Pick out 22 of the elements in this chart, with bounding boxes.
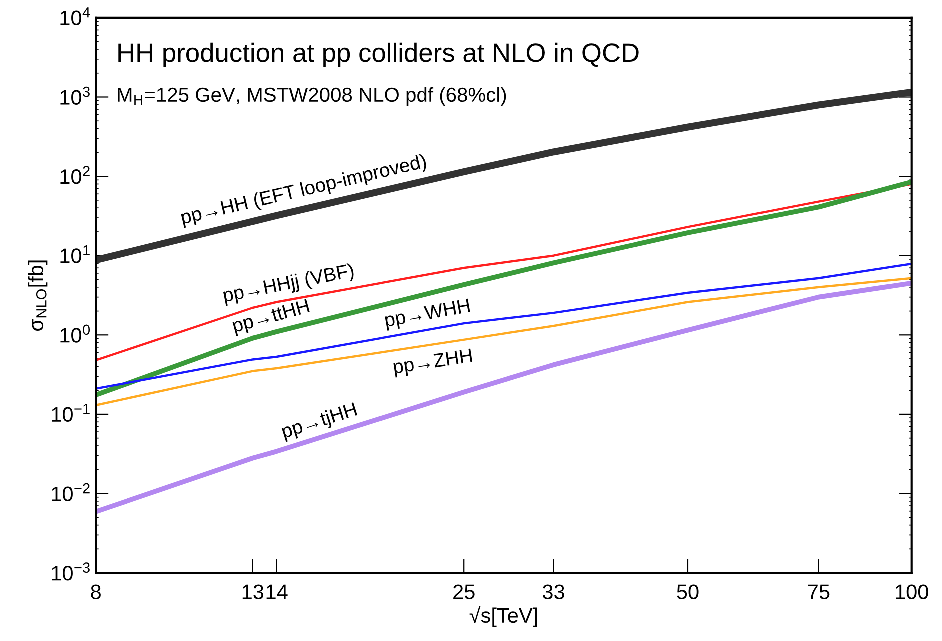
- text: pp→WHH: [384, 298, 471, 331]
- x-tick-label: 100: [896, 584, 928, 600]
- y-tick-label: 10$^{−3}$: [52, 562, 90, 581]
- y-tick-label: 10$^{−1}$: [52, 404, 90, 422]
- x-tick-label: 75: [808, 584, 830, 600]
- y-axis-title: σ$_{NLO}$[fb]: [28, 260, 48, 331]
- x-axis-title: √s[TeV]: [470, 606, 538, 628]
- x-tick-label: 14: [266, 584, 288, 600]
- x-tick-label: 13: [242, 584, 264, 600]
- x-tick-label: 25: [454, 584, 475, 600]
- y-tick-label: 10$^{2}$: [60, 166, 90, 184]
- y-tick-label: 10$^{0}$: [60, 324, 90, 343]
- x-tick-label: 50: [677, 584, 699, 600]
- x-tick-label: 33: [542, 584, 564, 600]
- y-tick-label: 10$^{1}$: [60, 245, 90, 264]
- text: M$_{H}$=125 GeV, MSTW2008 NLO pdf (68%cl): [118, 87, 506, 106]
- text: HH production at pp colliders at NLO in QCD: [118, 42, 639, 68]
- text: pp→ZHH: [393, 348, 474, 378]
- y-tick-label: 10$^{−2}$: [52, 483, 90, 502]
- x-tick-label: 8: [91, 584, 101, 600]
- y-tick-label: 10$^{4}$: [60, 8, 90, 26]
- y-tick-label: 10$^{3}$: [60, 86, 90, 105]
